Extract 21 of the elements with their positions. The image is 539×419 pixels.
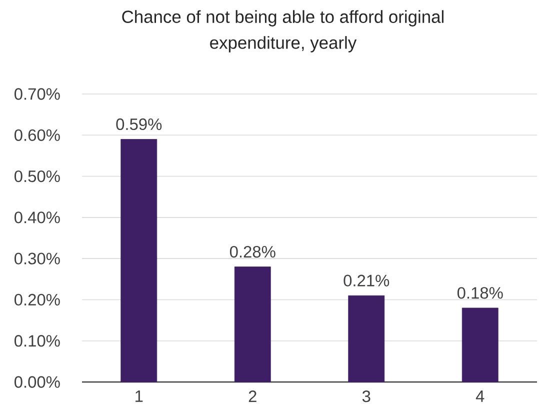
- data-label: 0.18%: [457, 287, 503, 299]
- y-tick-label: 0.40%: [14, 212, 60, 224]
- x-tick-label: 3: [362, 390, 370, 402]
- bar: [234, 266, 271, 382]
- bar: [120, 139, 158, 382]
- y-tick-label: 0.30%: [14, 252, 60, 264]
- data-label: 0.28%: [230, 246, 276, 258]
- x-tick-label: 1: [136, 390, 143, 402]
- y-tick-label: 0.10%: [14, 335, 60, 347]
- data-label: 0.59%: [116, 118, 162, 130]
- y-tick-label: 0.60%: [14, 129, 60, 141]
- y-tick-label: 0.50%: [14, 170, 60, 182]
- y-tick-label: 0.70%: [14, 88, 60, 100]
- chart-title: Chance of not being able to afford original expenditure, yearly: [122, 10, 444, 52]
- data-label: 0.21%: [344, 274, 390, 286]
- x-tick-label: 4: [476, 390, 484, 402]
- y-tick-label: 0.00%: [14, 376, 60, 388]
- bar: [348, 295, 385, 382]
- bar: [462, 308, 498, 382]
- y-tick-label: 0.20%: [14, 294, 60, 306]
- x-tick-label: 2: [248, 390, 256, 402]
